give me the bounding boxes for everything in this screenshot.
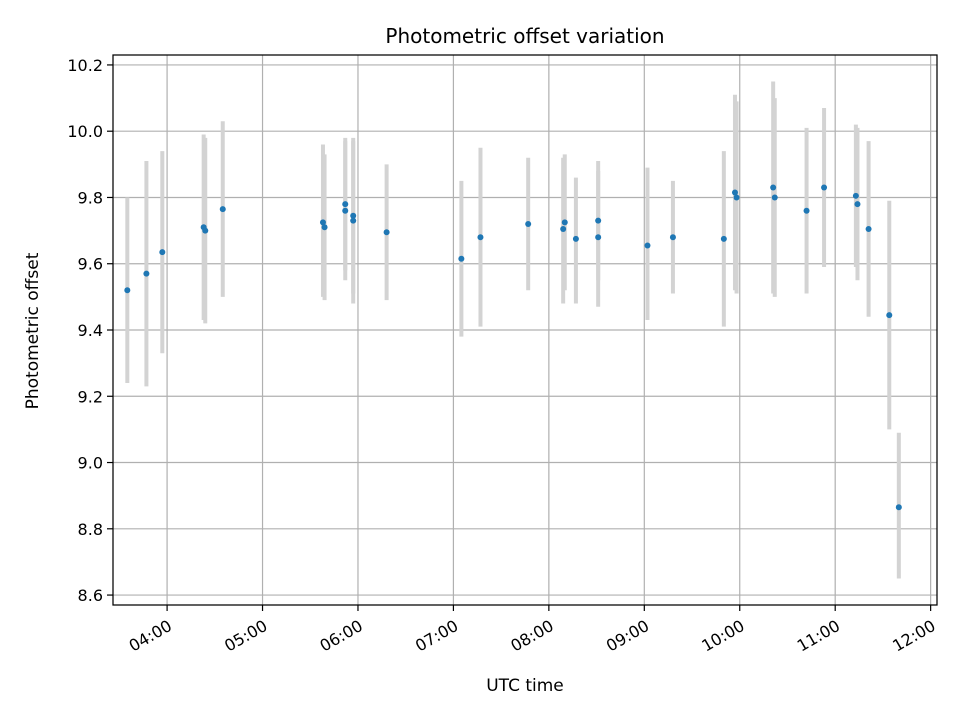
data-point xyxy=(821,184,828,191)
y-tick-label: 8.6 xyxy=(78,586,103,605)
data-point xyxy=(458,255,465,262)
data-point xyxy=(319,219,326,226)
data-point xyxy=(342,207,349,214)
chart-title: Photometric offset variation xyxy=(385,24,664,48)
y-axis-title: Photometric offset xyxy=(23,252,43,409)
data-point xyxy=(477,234,484,241)
data-point xyxy=(854,201,861,208)
data-point xyxy=(720,235,727,242)
data-point xyxy=(595,234,602,241)
data-point xyxy=(143,270,150,277)
x-axis-title: UTC time xyxy=(486,676,564,696)
data-point xyxy=(159,249,166,256)
data-point xyxy=(731,189,738,196)
data-point xyxy=(733,194,740,201)
data-point xyxy=(342,201,349,208)
y-axis: 8.6 8.8 9.0 9.2 9.4 9.6 9.8 10.0 10.2 xyxy=(67,56,113,605)
data-points xyxy=(124,184,902,511)
data-point xyxy=(350,212,357,219)
data-point xyxy=(669,234,676,241)
data-point xyxy=(770,184,777,191)
y-tick-label: 10.0 xyxy=(67,122,103,141)
grid xyxy=(113,55,937,605)
y-tick-label: 9.2 xyxy=(78,387,103,406)
data-point xyxy=(644,242,651,249)
data-point xyxy=(803,207,810,214)
data-point xyxy=(350,217,357,224)
data-point xyxy=(202,227,209,234)
data-point xyxy=(561,219,568,226)
data-point xyxy=(771,194,778,201)
y-tick-label: 10.2 xyxy=(67,56,103,75)
data-point xyxy=(865,225,872,232)
y-tick-label: 9.8 xyxy=(78,188,103,207)
data-point xyxy=(383,229,390,236)
data-point xyxy=(895,504,902,511)
y-tick-label: 9.0 xyxy=(78,454,103,473)
data-point xyxy=(321,224,328,231)
data-point xyxy=(886,312,893,319)
y-tick-label: 8.8 xyxy=(78,520,103,539)
y-tick-label: 9.4 xyxy=(78,321,103,340)
data-point xyxy=(124,287,131,294)
data-point xyxy=(595,217,602,224)
data-point xyxy=(219,206,226,213)
y-tick-label: 9.6 xyxy=(78,255,103,274)
data-point xyxy=(525,220,532,227)
data-point xyxy=(572,235,579,242)
data-point xyxy=(852,192,859,199)
data-point xyxy=(560,225,567,232)
